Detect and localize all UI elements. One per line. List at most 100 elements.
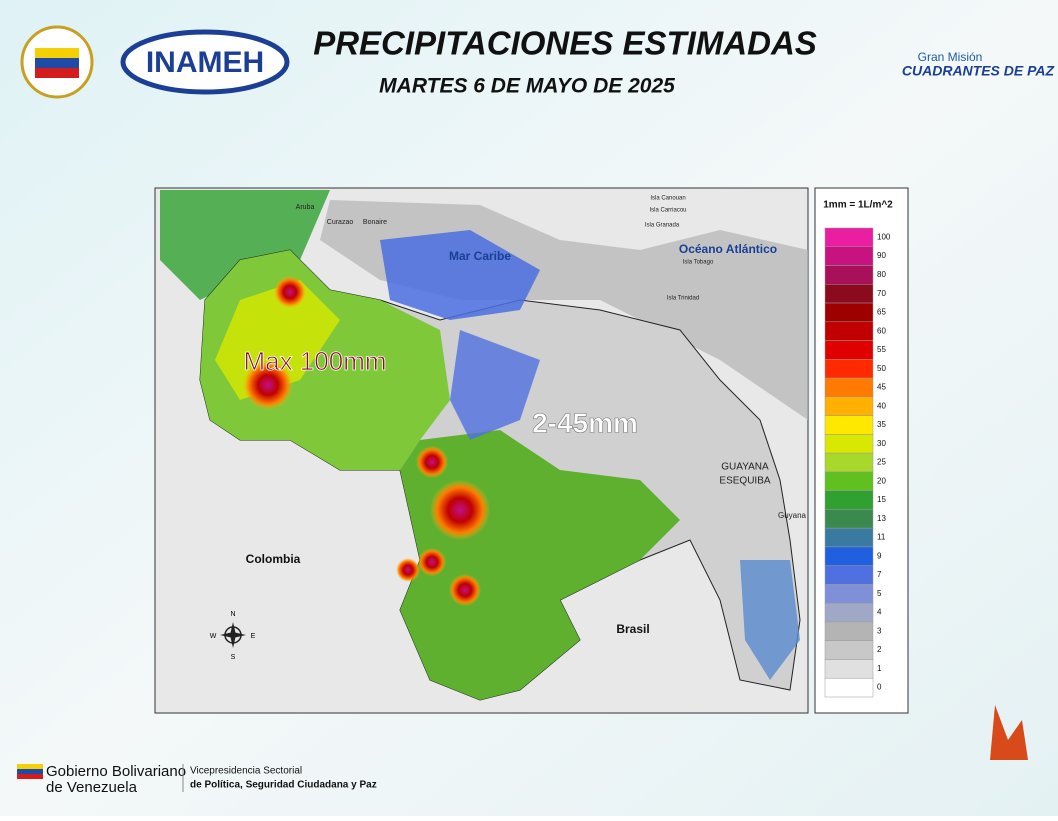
compass-label: W: [210, 633, 217, 640]
rain-max: [243, 360, 293, 410]
mission-top: Gran Misión: [918, 50, 983, 64]
legend-swatch: [824, 490, 874, 510]
country-label: Brasil: [616, 622, 649, 636]
gov-name: de Venezuela: [46, 779, 138, 796]
legend-swatch: [824, 471, 874, 491]
island-label: Bonaire: [363, 219, 387, 226]
legend-swatch: [824, 377, 874, 398]
rain-max: [396, 558, 420, 582]
legend-swatch: [824, 302, 874, 323]
flag-stripe: [17, 774, 43, 779]
country-label: Colombia: [246, 552, 301, 566]
legend-swatch: [824, 546, 874, 566]
legend-label: 50: [877, 364, 886, 373]
compass-label: E: [251, 633, 256, 640]
legend-swatch: [824, 621, 874, 641]
legend-label: 20: [877, 476, 886, 485]
rain-area: [450, 330, 540, 440]
legend-label: 9: [877, 551, 882, 560]
island-label: Isla Carriacou: [649, 208, 686, 214]
legend-swatch: [824, 584, 874, 604]
legend-label: 65: [877, 308, 886, 317]
rain-area: [160, 190, 330, 300]
legend-swatch: [824, 227, 874, 248]
legend-swatch: [824, 321, 874, 341]
legend-label: 70: [877, 289, 886, 298]
island-label: Isla Canouan: [650, 196, 685, 202]
ocean-label: Océano Atlántico: [679, 242, 777, 256]
region-label: ESEQUIBA: [719, 476, 770, 487]
legend-swatch: [824, 246, 874, 266]
flag-stripe: [17, 769, 43, 774]
title: PRECIPITACIONES ESTIMADAS: [313, 25, 817, 62]
flag-stripe: [17, 764, 43, 769]
legend-label: 11: [877, 533, 886, 542]
legend-label: 3: [877, 626, 882, 635]
rain-area: [740, 560, 800, 680]
flag-stripe: [35, 68, 79, 78]
legend-label: 25: [877, 458, 886, 467]
inameh-logo: [120, 29, 290, 95]
legend-swatch: [824, 265, 874, 285]
legend-swatch: [824, 396, 874, 416]
mission-name: CUADRANTES DE PAZ: [902, 63, 1055, 79]
country-label: Guyana: [778, 511, 807, 520]
legend-swatch: [824, 415, 874, 435]
bicentennial-logo: [990, 705, 1028, 760]
legend-swatch: [824, 284, 874, 304]
rain-area: [215, 280, 340, 400]
legend-label: 40: [877, 401, 886, 410]
compass-label: N: [230, 611, 235, 618]
legend: 1009080706560555045403530252015131197543…: [824, 227, 891, 698]
rain-max: [418, 548, 446, 576]
date: MARTES 6 DE MAYO DE 2025: [379, 75, 675, 98]
max-annotation: Max 100mm: [243, 346, 386, 376]
legend-swatch: [824, 434, 874, 454]
legend-label: 5: [877, 589, 882, 598]
rain-max: [416, 446, 448, 478]
legend-swatch: [824, 527, 874, 548]
legend-title: 1mm = 1L/m^2: [823, 200, 893, 211]
legend-swatch: [824, 659, 874, 679]
legend-swatch: [824, 640, 874, 660]
legend-label: 80: [877, 270, 886, 279]
legend-label: 7: [877, 570, 882, 579]
legend-swatch: [824, 340, 874, 360]
legend-label: 35: [877, 420, 886, 429]
compass-label: S: [231, 654, 236, 661]
rain-area: [380, 230, 540, 320]
legend-swatch: [824, 359, 874, 379]
legend-label: 60: [877, 326, 886, 335]
legend-swatch: [824, 677, 874, 698]
agency-name: INAMEH: [146, 46, 264, 79]
legend-label: 13: [877, 514, 886, 523]
legend-label: 1: [877, 664, 882, 673]
vp-name: Vicepresidencia Sectorial: [190, 766, 302, 777]
flag-stripe: [35, 48, 79, 58]
island-label: Aruba: [296, 204, 315, 211]
legend-label: 4: [877, 608, 882, 617]
legend-label: 15: [877, 495, 886, 504]
legend-label: 100: [877, 232, 891, 241]
legend-swatch: [824, 452, 874, 473]
island-label: Curazao: [327, 219, 354, 226]
legend-label: 55: [877, 345, 886, 354]
sea-label: Mar Caribe: [449, 249, 511, 263]
legend-label: 90: [877, 251, 886, 260]
rain-max: [430, 480, 490, 540]
rain-max: [274, 276, 306, 308]
legend-label: 2: [877, 645, 882, 654]
rain-max: [449, 574, 481, 606]
compass: [220, 622, 246, 648]
island-label: Isla Tobago: [683, 260, 714, 266]
gov-name: Gobierno Bolivariano: [46, 763, 186, 780]
legend-swatch: [824, 602, 874, 623]
legend-swatch: [824, 509, 874, 529]
vp-name: de Política, Seguridad Ciudadana y Paz: [190, 780, 377, 791]
island-label: Isla Granada: [645, 223, 680, 229]
range-annotation: 2-45mm: [532, 407, 638, 438]
island-label: Isla Trinidad: [667, 296, 699, 302]
region-label: GUAYANA: [721, 462, 769, 473]
legend-label: 0: [877, 683, 882, 692]
